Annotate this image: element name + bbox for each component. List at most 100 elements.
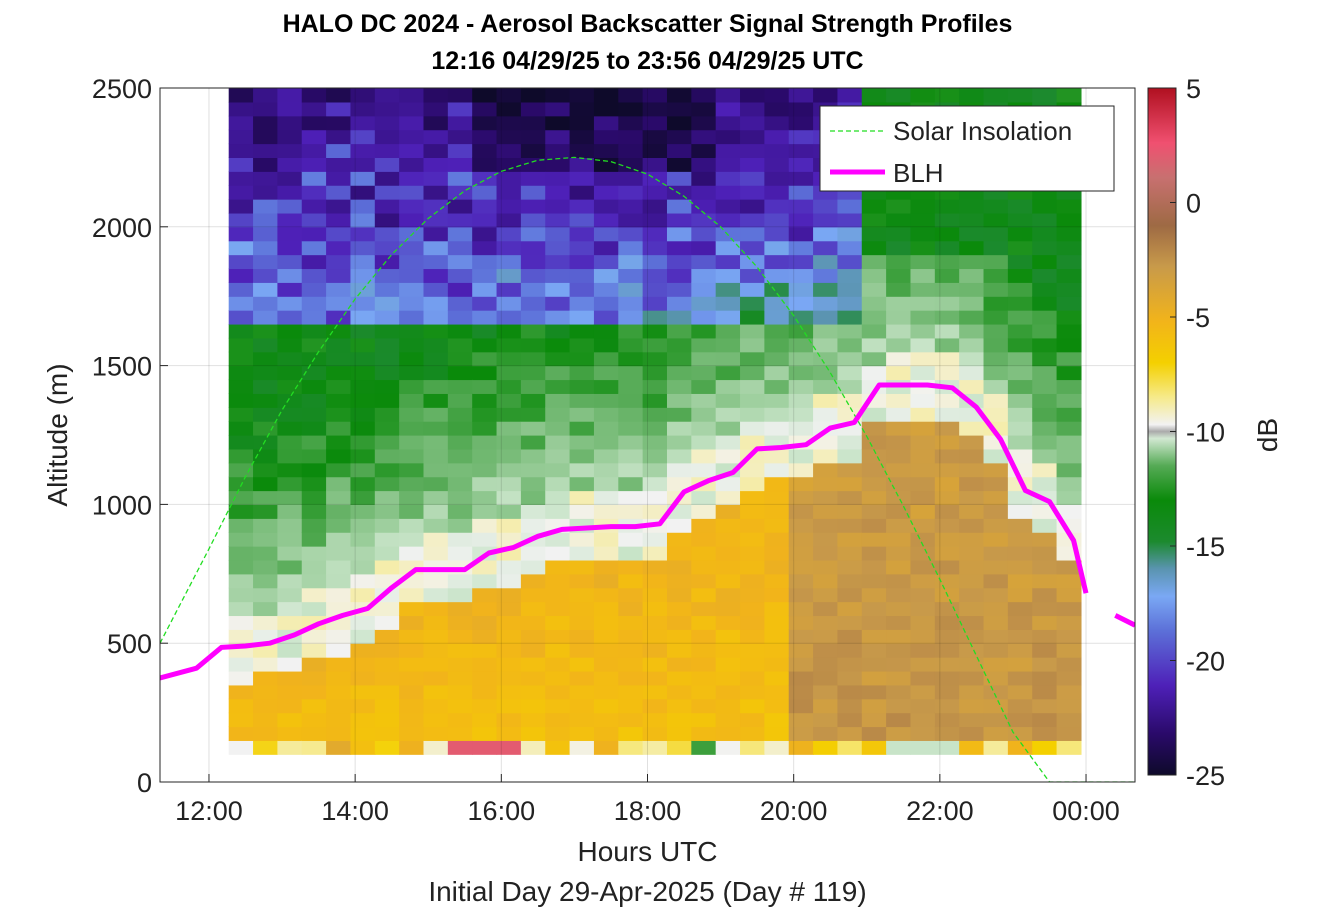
heatmap-cell (1056, 365, 1082, 381)
heatmap-cell (788, 185, 814, 200)
heatmap-cell (618, 532, 644, 547)
heatmap-cell (399, 157, 425, 172)
heatmap-cell (934, 740, 960, 755)
heatmap-cell (642, 88, 668, 103)
heatmap-cell (569, 323, 595, 339)
heatmap-cell (788, 670, 814, 686)
heatmap-cell (666, 171, 692, 186)
y-tick-label: 2500 (92, 74, 152, 104)
heatmap-cell (983, 532, 1009, 547)
heatmap-cell (253, 684, 278, 700)
heatmap-cell (350, 421, 376, 436)
heatmap-cell (545, 712, 571, 728)
heatmap-cell (569, 157, 595, 172)
heatmap-cell (618, 698, 644, 714)
heatmap-cell (520, 199, 546, 214)
heatmap-cell (447, 171, 473, 186)
heatmap-cell (301, 448, 327, 464)
heatmap-cell (472, 532, 498, 547)
heatmap-cell (740, 143, 765, 158)
heatmap-cell (545, 740, 571, 755)
heatmap-cell (910, 199, 936, 214)
heatmap-cell (1032, 698, 1058, 714)
heatmap-cell (837, 282, 863, 297)
heatmap-cell (496, 379, 522, 394)
heatmap-cell (253, 143, 278, 158)
heatmap-cell (764, 226, 790, 242)
heatmap-cell (837, 88, 863, 103)
heatmap-cell (691, 435, 717, 450)
heatmap-cell (350, 698, 376, 714)
heatmap-cell (910, 448, 936, 464)
heatmap-cell (277, 726, 303, 741)
heatmap-cell (301, 629, 327, 644)
heatmap-cell (1056, 698, 1082, 714)
heatmap-cell (740, 629, 765, 644)
heatmap-cell (1056, 573, 1082, 589)
heatmap-cell (691, 157, 717, 172)
heatmap-cell (326, 129, 352, 145)
heatmap-cell (715, 448, 741, 464)
heatmap-cell (569, 337, 595, 353)
heatmap-cell (740, 268, 765, 283)
heatmap-cell (447, 421, 473, 436)
heatmap-cell (861, 240, 887, 256)
heatmap-cell (399, 129, 425, 145)
heatmap-cell (228, 698, 254, 714)
heatmap-cell (861, 212, 887, 228)
heatmap-cell (764, 684, 790, 700)
heatmap-cell (228, 518, 254, 533)
heatmap-cell (374, 559, 400, 575)
heatmap-cell (520, 490, 546, 505)
heatmap-cell (423, 282, 449, 297)
heatmap-cell (350, 684, 376, 700)
heatmap-cell (277, 365, 303, 381)
heatmap-cell (983, 684, 1009, 700)
heatmap-cell (861, 559, 887, 575)
heatmap-cell (326, 171, 352, 186)
heatmap-cell (326, 518, 352, 533)
heatmap-cell (569, 379, 595, 394)
heatmap-cell (813, 199, 839, 214)
heatmap-cell (520, 657, 546, 672)
heatmap-cell (277, 684, 303, 700)
heatmap-cell (764, 393, 790, 408)
heatmap-cell (277, 282, 303, 297)
heatmap-cell (1032, 88, 1058, 103)
heatmap-cell (472, 448, 498, 464)
heatmap-cell (861, 532, 887, 547)
heatmap-cell (253, 435, 278, 450)
heatmap-cell (813, 726, 839, 741)
heatmap-cell (277, 212, 303, 228)
heatmap-cell (618, 573, 644, 589)
heatmap-cell (666, 448, 692, 464)
heatmap-cell (326, 115, 352, 131)
heatmap-cell (326, 712, 352, 728)
heatmap-cell (764, 643, 790, 658)
heatmap-cell (813, 601, 839, 617)
heatmap-cell (691, 101, 717, 117)
heatmap-cell (472, 101, 498, 117)
heatmap-cell (764, 199, 790, 214)
heatmap-cell (423, 171, 449, 186)
heatmap-cell (764, 115, 790, 131)
heatmap-cell (740, 726, 765, 741)
heatmap-cell (423, 185, 449, 200)
heatmap-cell (228, 601, 254, 617)
heatmap-cell (740, 323, 765, 339)
heatmap-cell (715, 115, 741, 131)
heatmap-cell (545, 587, 571, 603)
heatmap-cell (618, 629, 644, 644)
heatmap-cell (886, 226, 912, 242)
heatmap-cell (642, 254, 668, 270)
heatmap-cell (593, 157, 619, 172)
heatmap-cell (301, 601, 327, 617)
heatmap-cell (472, 615, 498, 630)
heatmap-cell (1056, 712, 1082, 728)
heatmap-cell (764, 629, 790, 644)
heatmap-cell (983, 226, 1009, 242)
heatmap-cell (642, 615, 668, 630)
heatmap-cell (1007, 407, 1033, 422)
x-tick-label: 20:00 (760, 796, 828, 826)
heatmap-cell (715, 240, 741, 256)
